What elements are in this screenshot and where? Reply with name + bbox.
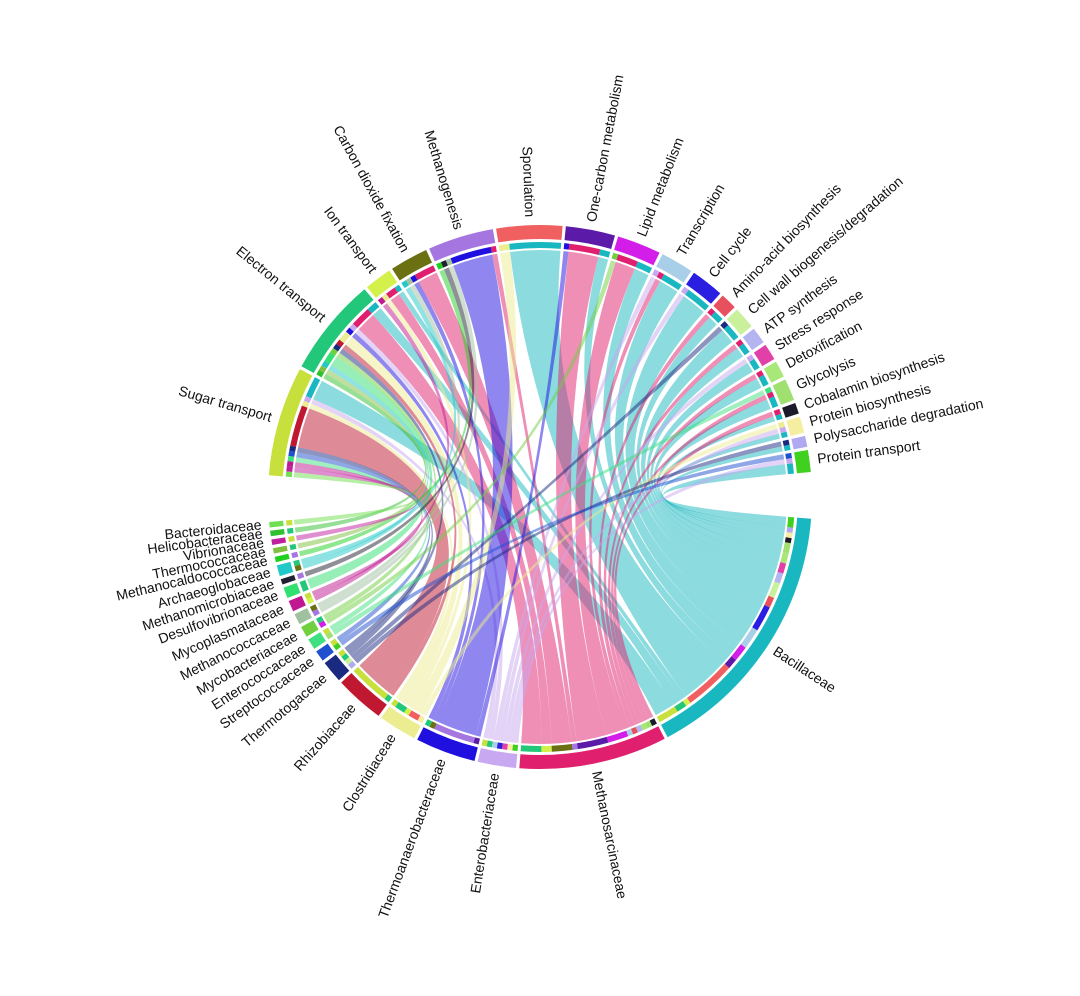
family-arc	[295, 608, 312, 624]
link-segment	[288, 456, 295, 462]
family-arc	[281, 575, 296, 585]
link-segment	[288, 536, 295, 542]
link-segment	[778, 562, 787, 574]
function-arc	[782, 403, 799, 418]
arc-label: Bacillaceae	[770, 643, 839, 696]
link-segment	[509, 242, 561, 250]
arc-label: Methanogenesis	[422, 128, 467, 231]
link-segment	[552, 744, 573, 752]
link-segment	[287, 528, 294, 534]
arc-label: Enterobacteriaceae	[467, 772, 502, 895]
arc-label: Sporulation	[519, 146, 538, 217]
family-arc	[275, 554, 290, 562]
arc-label: Ion transport	[321, 203, 381, 276]
link-segment	[300, 580, 309, 592]
family-arc	[277, 562, 293, 576]
link-segment	[286, 471, 292, 477]
link-segment	[512, 745, 518, 751]
family-arc	[284, 583, 301, 598]
arc-label: Rhizobiaceae	[290, 700, 359, 774]
link-segment	[286, 520, 292, 526]
function-arc	[392, 250, 432, 281]
function-arc	[794, 450, 811, 473]
link-segment	[786, 532, 793, 538]
link-segment	[297, 572, 304, 579]
link-segment	[769, 396, 778, 408]
link-segment	[290, 544, 297, 550]
arc-label: Electron transport	[233, 243, 329, 325]
family-arc	[269, 521, 283, 528]
family-arc	[289, 596, 306, 612]
arc-label: Transcription	[673, 181, 727, 259]
link-segment	[774, 572, 783, 584]
arc-label: Clostridiaceae	[339, 730, 399, 814]
arc-label: Methanosarcinaceae	[589, 770, 631, 901]
arc-label: Sugar transport	[177, 382, 274, 424]
link-segment	[499, 244, 510, 251]
ribbons	[294, 250, 786, 744]
link-segment	[507, 744, 513, 751]
link-segment	[287, 461, 294, 467]
link-segment	[521, 745, 542, 752]
link-segment	[780, 552, 788, 563]
link-segment	[599, 249, 611, 257]
family-arc	[270, 529, 285, 536]
family-arc	[271, 537, 286, 545]
function-arc	[754, 345, 775, 366]
arc-label: One-carbon metabolism	[583, 73, 627, 223]
link-segment	[497, 742, 503, 749]
arc-label: Thermoanaerobacteraceae	[375, 756, 449, 920]
function-arc	[496, 225, 563, 242]
function-arc	[764, 362, 784, 383]
link-segment	[502, 743, 508, 750]
family-arc	[308, 632, 326, 649]
link-segment	[541, 746, 551, 752]
family-arc	[273, 546, 288, 554]
link-segment	[785, 453, 792, 459]
family-arc	[301, 620, 319, 636]
link-segment	[786, 458, 793, 464]
family-arc	[316, 644, 334, 661]
link-segment	[572, 743, 578, 750]
link-segment	[787, 527, 794, 533]
family-arc	[478, 748, 518, 768]
link-segment	[286, 466, 293, 472]
function-arc	[786, 417, 804, 436]
link-segment	[787, 517, 794, 528]
link-segment	[785, 537, 792, 543]
link-segment	[564, 243, 570, 250]
link-segment	[783, 542, 791, 553]
arc-label: Lipid metabolism	[633, 135, 686, 239]
link-segment	[787, 463, 794, 474]
link-segment	[288, 451, 295, 457]
function-arc	[791, 436, 807, 449]
link-segment	[291, 552, 298, 558]
